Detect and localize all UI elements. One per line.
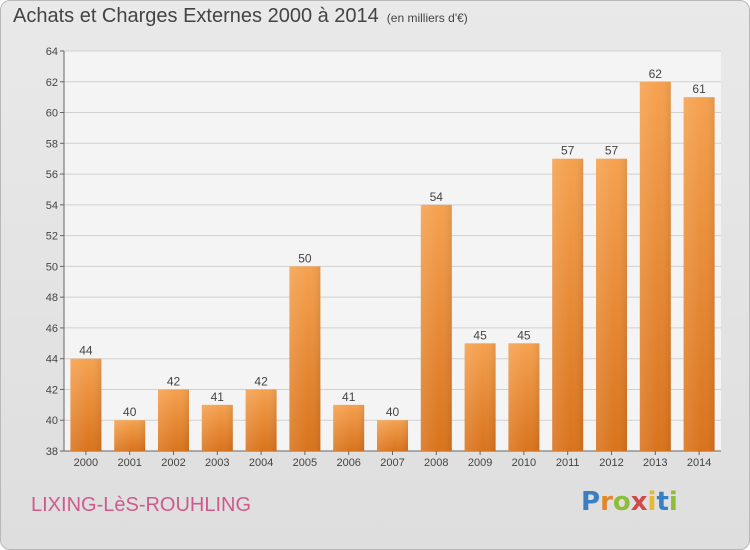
y-tick-label: 56 xyxy=(46,169,58,181)
x-tick-label: 2004 xyxy=(249,457,273,469)
proxiti-logo[interactable]: Proxiti xyxy=(581,487,678,517)
bar-shade xyxy=(377,420,408,451)
bar-shade xyxy=(508,343,540,451)
bar-shade xyxy=(158,389,189,451)
data-labels: 44 40 42 41 42 50 41 40 54 45 45 57 57 62 61 xyxy=(79,67,706,419)
y-tick-label: 58 xyxy=(46,138,58,150)
bar-shade xyxy=(201,404,233,451)
chart-unit: (en milliers d'€) xyxy=(386,11,468,25)
y-tick-label: 46 xyxy=(46,323,58,335)
logo-letter: r xyxy=(600,487,613,517)
y-tick-label: 62 xyxy=(46,77,58,89)
logo-letter: o xyxy=(612,487,631,517)
x-tick-label: 2005 xyxy=(293,457,317,469)
data-label: 62 xyxy=(649,67,663,81)
town-name: LIXING-LèS-ROUHLING xyxy=(31,494,252,516)
data-label: 40 xyxy=(123,405,137,419)
chart-title-text: Achats et Charges Externes 2000 à 2014 xyxy=(13,5,379,27)
bar-shade xyxy=(70,358,102,451)
y-tick-label: 42 xyxy=(46,384,58,396)
logo-letter: x xyxy=(630,487,648,517)
data-label: 45 xyxy=(517,328,531,342)
y-tick-label: 40 xyxy=(46,415,58,427)
y-tick-label: 52 xyxy=(46,231,58,243)
y-tick-label: 50 xyxy=(46,261,58,273)
y-tick-label: 60 xyxy=(46,108,58,120)
x-tick-label: 2013 xyxy=(643,457,667,469)
x-tick-label: 2003 xyxy=(205,457,229,469)
bar-shade xyxy=(552,158,584,451)
y-tick-label: 54 xyxy=(46,200,58,212)
x-tick-label: 2001 xyxy=(117,457,141,469)
x-tick-label: 2012 xyxy=(599,457,623,469)
data-label: 40 xyxy=(386,405,400,419)
data-label: 44 xyxy=(79,344,93,358)
data-label: 50 xyxy=(298,251,312,265)
bar-shade xyxy=(333,404,365,451)
data-label: 54 xyxy=(430,190,444,204)
bar-shade xyxy=(683,97,715,452)
x-tick-labels: 2000 2001 2002 2003 2004 2005 2006 2007 2008 2009… xyxy=(74,457,712,469)
data-label: 57 xyxy=(561,144,575,158)
x-tick-label: 2009 xyxy=(468,457,492,469)
x-tick-label: 2014 xyxy=(687,457,711,469)
y-tick-label: 64 xyxy=(46,46,58,58)
data-label: 61 xyxy=(692,82,706,96)
bar-shade xyxy=(114,420,146,451)
bar-shade xyxy=(464,343,496,451)
bar-shade xyxy=(639,81,671,452)
chart-title: Achats et Charges Externes 2000 à 2014 (e… xyxy=(13,5,468,28)
y-tick-label: 44 xyxy=(46,354,58,366)
y-tick-labels: 38 40 42 44 46 48 50 52 54 56 58 60 62 64 xyxy=(46,46,58,458)
data-label: 45 xyxy=(473,328,487,342)
data-label: 42 xyxy=(254,374,268,388)
x-tick-label: 2010 xyxy=(512,457,536,469)
data-label: 41 xyxy=(342,390,356,404)
x-tick-label: 2000 xyxy=(74,457,98,469)
bar-shade xyxy=(420,204,452,451)
logo-letter: P xyxy=(581,487,601,517)
y-tick-label: 48 xyxy=(46,292,58,304)
data-label: 41 xyxy=(211,390,225,404)
x-tick-label: 2008 xyxy=(424,457,448,469)
data-label: 57 xyxy=(605,144,619,158)
logo-letter: i xyxy=(647,487,657,517)
x-tick-label: 2006 xyxy=(336,457,360,469)
data-label: 42 xyxy=(167,374,181,388)
logo-letter: t xyxy=(656,487,669,517)
bar-shade xyxy=(245,389,277,451)
y-tick-label: 38 xyxy=(46,446,58,458)
bar-shade xyxy=(289,266,321,451)
x-tick-label: 2011 xyxy=(556,457,580,469)
x-tick-label: 2007 xyxy=(380,457,404,469)
bar-shade xyxy=(596,158,627,451)
logo-letter: i xyxy=(668,487,678,517)
x-tick-label: 2002 xyxy=(161,457,185,469)
bars xyxy=(70,81,715,452)
